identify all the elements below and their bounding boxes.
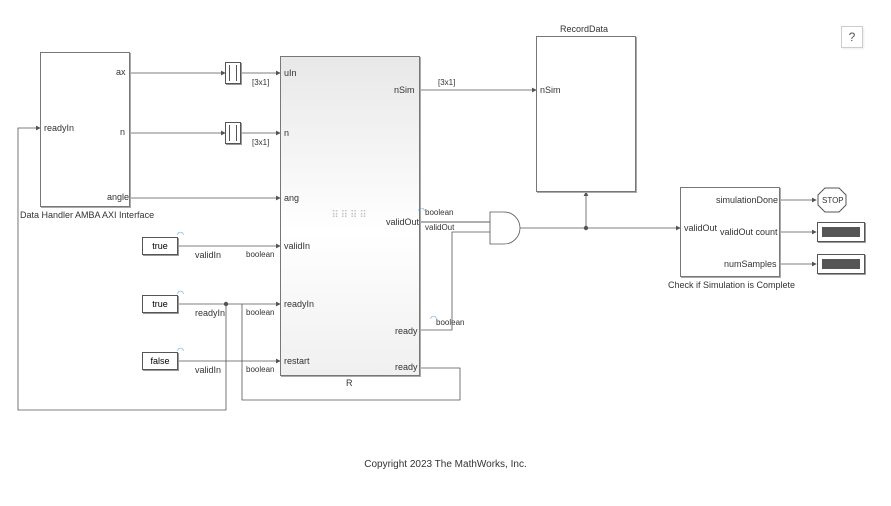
- bool-3: boolean: [246, 365, 274, 374]
- check-out-simdone: simulationDone: [716, 195, 778, 205]
- r-in-uin: uIn: [284, 68, 297, 78]
- stop-label: STOP: [822, 196, 844, 205]
- data-handler-title: Data Handler AMBA AXI Interface: [20, 210, 154, 220]
- mux-1[interactable]: [225, 62, 241, 84]
- r-in-validin: validIn: [284, 241, 310, 251]
- signal-log-icon: ◠: [177, 232, 187, 240]
- block-record-data[interactable]: [536, 36, 636, 192]
- record-nsim: nSim: [540, 85, 561, 95]
- signal-log-icon: ◠: [177, 291, 187, 299]
- signal-log-icon: ◠: [430, 316, 440, 324]
- r-validout-lbl2: validOut: [425, 223, 454, 232]
- r-title: R: [346, 378, 353, 388]
- bool-1: boolean: [246, 250, 274, 259]
- mux1-dim: [3x1]: [252, 78, 269, 87]
- r-in-n: n: [284, 128, 289, 138]
- port-n: n: [120, 127, 125, 137]
- const2-label: readyIn: [195, 308, 225, 318]
- r-out-ready2: ready: [395, 362, 418, 372]
- const-false[interactable]: false: [142, 352, 178, 370]
- port-angle: angle: [107, 192, 129, 202]
- r-in-restart: restart: [284, 356, 310, 366]
- const-true-2[interactable]: true: [142, 295, 178, 313]
- r-in-readyin: readyIn: [284, 299, 314, 309]
- record-data-title: RecordData: [560, 24, 608, 34]
- mux-2[interactable]: [225, 122, 241, 144]
- display-numsamples[interactable]: [817, 254, 865, 274]
- signal-log-icon: ◠: [177, 348, 187, 356]
- check-title: Check if Simulation is Complete: [668, 280, 795, 290]
- r-validout-bool: boolean: [425, 208, 453, 217]
- const-true-1[interactable]: true: [142, 237, 178, 255]
- display-validout-count[interactable]: [817, 222, 865, 242]
- signal-log-icon: ◠: [418, 208, 428, 216]
- port-readyin: readyIn: [44, 123, 74, 133]
- check-out-count: validOut count: [720, 227, 778, 237]
- help-button[interactable]: ?: [841, 26, 863, 48]
- r-out-validout: validOut: [386, 217, 419, 227]
- const1-label: validIn: [195, 250, 221, 260]
- port-ax: ax: [116, 67, 126, 77]
- r-out-ready: ready: [395, 326, 418, 336]
- r-nsim-dim: [3x1]: [438, 78, 455, 87]
- const3-label: validIn: [195, 365, 221, 375]
- r-ready-bool: boolean: [436, 318, 464, 327]
- check-in-validout: validOut: [684, 223, 717, 233]
- r-out-nsim: nSim: [394, 85, 415, 95]
- r-in-ang: ang: [284, 193, 299, 203]
- bool-2: boolean: [246, 308, 274, 317]
- copyright-text: Copyright 2023 The MathWorks, Inc.: [0, 459, 891, 470]
- r-watermark: ⠿⠿⠿⠿: [320, 210, 380, 221]
- mux2-dim: [3x1]: [252, 138, 269, 147]
- check-out-samples: numSamples: [724, 259, 777, 269]
